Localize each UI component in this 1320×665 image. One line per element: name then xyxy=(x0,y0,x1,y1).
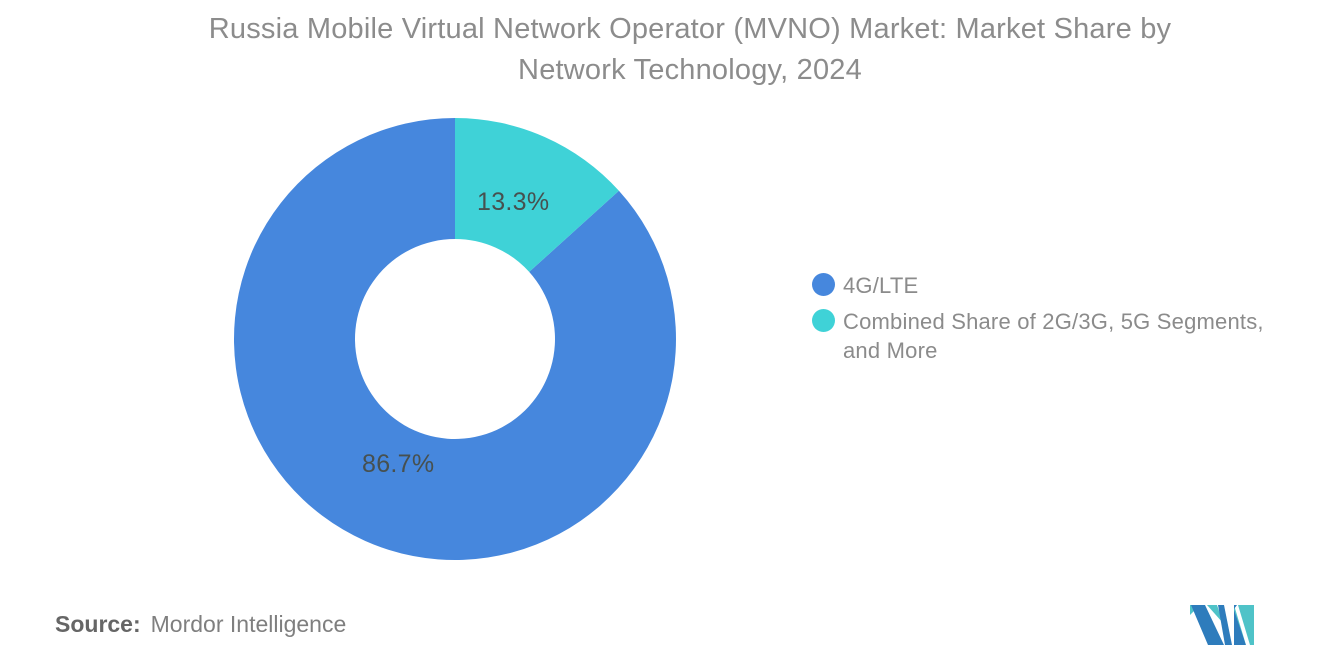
legend-marker-combined-segments xyxy=(812,309,835,332)
slice-label-combined-segments: 13.3% xyxy=(477,188,550,216)
donut-slice-1[interactable] xyxy=(455,118,619,272)
chart-title-line2: Network Technology, 2024 xyxy=(518,54,862,86)
logo-white-diagonal-gap xyxy=(1234,605,1250,645)
source-value: Mordor Intelligence xyxy=(150,611,347,637)
chart-title: Russia Mobile Virtual Network Operator (… xyxy=(60,9,1320,91)
slice-label-4g-lte: 86.7% xyxy=(362,450,435,478)
legend-item-4g-lte[interactable]: 4G/LTE xyxy=(812,271,1293,300)
logo-blue-block-triangle xyxy=(1234,610,1246,645)
legend-label-combined-segments: Combined Share of 2G/3G, 5G Segments, an… xyxy=(843,309,1264,363)
donut-slice-0[interactable] xyxy=(233,117,676,560)
logo-teal-wedge xyxy=(1207,605,1223,623)
logo-blue-diagonal-2 xyxy=(1218,605,1232,645)
legend-label-4g-lte: 4G/LTE xyxy=(843,273,919,298)
legend: 4G/LTE Combined Share of 2G/3G, 5G Segme… xyxy=(812,271,1293,365)
source-note: Source: Mordor Intelligence xyxy=(55,611,346,638)
legend-marker-4g-lte xyxy=(812,273,835,296)
logo-blue-diagonal-1 xyxy=(1191,605,1224,645)
logo-blue-corner-notch xyxy=(1234,605,1237,609)
mordor-intelligence-logo xyxy=(1190,605,1254,645)
source-label: Source: xyxy=(55,611,141,637)
donut-chart[interactable] xyxy=(230,114,680,564)
legend-item-combined-segments[interactable]: Combined Share of 2G/3G, 5G Segments, an… xyxy=(812,307,1293,365)
chart-title-line1: Russia Mobile Virtual Network Operator (… xyxy=(208,13,1172,45)
